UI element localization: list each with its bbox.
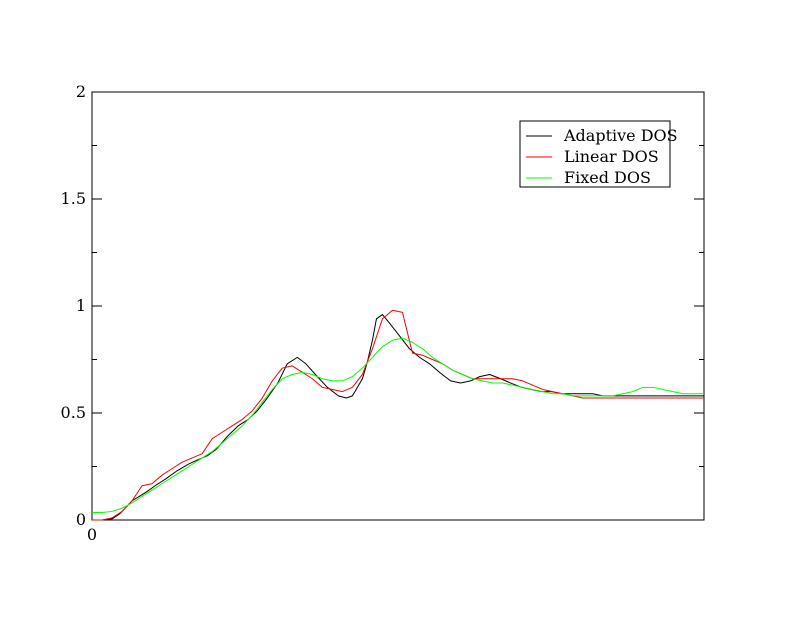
- legend-box: [519, 120, 671, 188]
- y-tick-label: 0: [76, 510, 86, 529]
- y-tick-label: 0.5: [61, 403, 86, 422]
- x-axis: 0: [87, 525, 97, 544]
- legend-label: Adaptive DOS: [563, 126, 678, 145]
- legend-label: Fixed DOS: [564, 168, 651, 187]
- series-line-fixed-dos: [92, 337, 704, 514]
- legend: Adaptive DOS Linear DOS Fixed DOS: [519, 120, 678, 188]
- y-tick-label: 2: [76, 82, 86, 101]
- y-tick-label: 1.5: [61, 189, 86, 208]
- series-line-linear-dos: [92, 309, 704, 521]
- series-layer: [92, 309, 704, 521]
- y-tick-label: 1: [76, 296, 86, 315]
- x-tick-label: 0: [87, 525, 97, 544]
- series-line-adaptive-dos: [92, 314, 704, 521]
- y-axis: 0 0.5 1 1.5 2: [61, 82, 704, 529]
- legend-label: Linear DOS: [564, 147, 659, 166]
